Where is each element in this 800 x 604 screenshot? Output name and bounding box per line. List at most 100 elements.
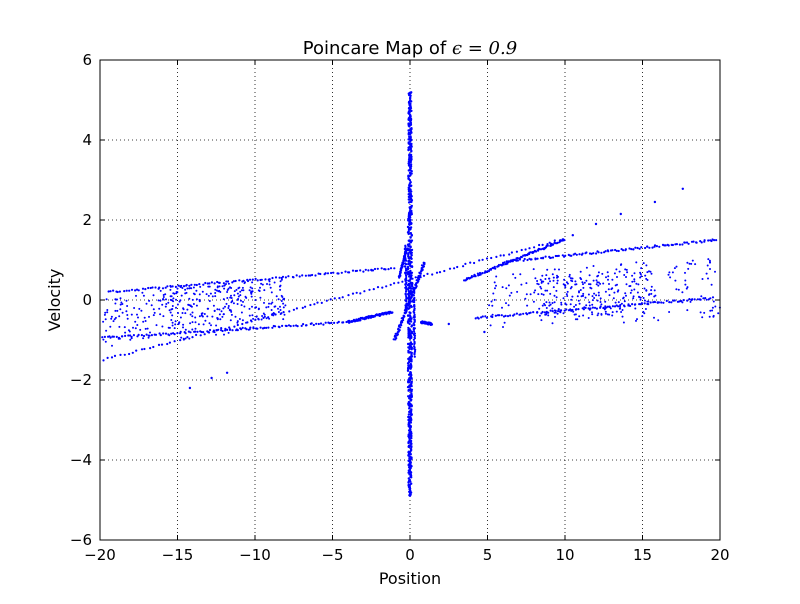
data-point — [593, 292, 596, 295]
data-point — [245, 321, 247, 324]
data-point — [413, 330, 416, 333]
data-point — [477, 317, 480, 320]
data-point — [364, 268, 367, 271]
data-point — [413, 324, 416, 327]
data-point — [645, 277, 648, 280]
data-point — [206, 315, 209, 318]
x-tick-label: 0 — [405, 546, 415, 564]
data-point — [597, 291, 600, 294]
data-point — [207, 285, 210, 288]
data-point — [239, 290, 242, 293]
data-point — [636, 246, 639, 250]
data-point — [324, 321, 327, 324]
data-point — [500, 314, 503, 317]
data-point — [292, 324, 295, 327]
data-point — [241, 286, 244, 289]
data-point — [400, 320, 403, 323]
data-point — [408, 344, 412, 347]
data-point — [669, 276, 672, 279]
data-point — [274, 325, 277, 328]
data-point — [644, 274, 647, 277]
data-point — [629, 291, 632, 294]
data-point — [162, 315, 165, 318]
data-point — [405, 302, 408, 305]
data-point — [107, 290, 110, 293]
data-point — [710, 283, 713, 286]
data-point — [203, 333, 206, 336]
data-point — [410, 348, 413, 351]
data-point — [135, 349, 138, 352]
data-point — [173, 340, 176, 343]
data-point — [539, 278, 542, 281]
data-point — [226, 291, 229, 293]
data-point — [712, 300, 715, 303]
data-point — [409, 228, 412, 231]
data-point — [162, 298, 164, 301]
data-point — [175, 291, 178, 293]
data-point — [142, 320, 145, 323]
data-point — [563, 239, 566, 242]
data-point — [214, 288, 217, 291]
data-point — [412, 328, 415, 331]
data-point — [312, 323, 315, 327]
data-point — [580, 295, 583, 298]
data-point — [203, 313, 206, 315]
data-point — [408, 479, 411, 482]
data-point — [224, 329, 227, 332]
data-point — [409, 99, 412, 102]
data-point — [547, 282, 550, 285]
data-point — [462, 265, 465, 268]
data-point — [620, 311, 623, 313]
data-point — [489, 267, 493, 271]
data-point — [182, 308, 185, 311]
data-point — [594, 222, 598, 226]
data-point — [260, 318, 263, 321]
data-point — [592, 279, 595, 282]
data-point — [585, 251, 588, 254]
data-point — [387, 268, 390, 271]
data-point — [289, 325, 292, 328]
data-point — [192, 303, 195, 305]
data-point — [260, 278, 263, 281]
data-point — [140, 309, 143, 312]
data-point — [524, 248, 527, 251]
data-point — [351, 269, 355, 272]
data-point — [409, 163, 413, 166]
data-point — [407, 100, 411, 104]
data-point — [190, 283, 193, 286]
data-point — [519, 273, 522, 276]
data-point — [685, 287, 688, 290]
data-point — [410, 342, 414, 346]
data-point — [552, 243, 555, 246]
data-point — [566, 282, 569, 285]
data-point — [514, 276, 517, 279]
data-point — [240, 299, 242, 302]
data-point — [408, 257, 411, 260]
data-point — [510, 251, 513, 254]
data-point — [410, 184, 413, 187]
data-point — [536, 282, 539, 285]
data-point — [412, 298, 415, 302]
data-point — [182, 323, 185, 326]
data-point — [408, 458, 412, 461]
data-point — [150, 304, 153, 307]
data-point — [184, 288, 187, 291]
data-point — [326, 272, 330, 275]
data-point — [145, 333, 148, 336]
data-point — [581, 281, 584, 284]
data-point — [410, 317, 413, 320]
data-point — [595, 279, 598, 282]
data-point — [492, 292, 495, 295]
data-point — [422, 274, 426, 277]
data-point — [703, 239, 706, 242]
data-point — [155, 324, 158, 327]
data-point — [616, 276, 618, 278]
data-point — [610, 288, 613, 291]
data-point — [409, 174, 412, 177]
data-point — [254, 277, 257, 280]
data-point — [570, 254, 573, 257]
data-point — [240, 304, 243, 307]
data-point — [543, 302, 546, 305]
data-point — [406, 369, 410, 372]
data-point — [304, 274, 307, 277]
